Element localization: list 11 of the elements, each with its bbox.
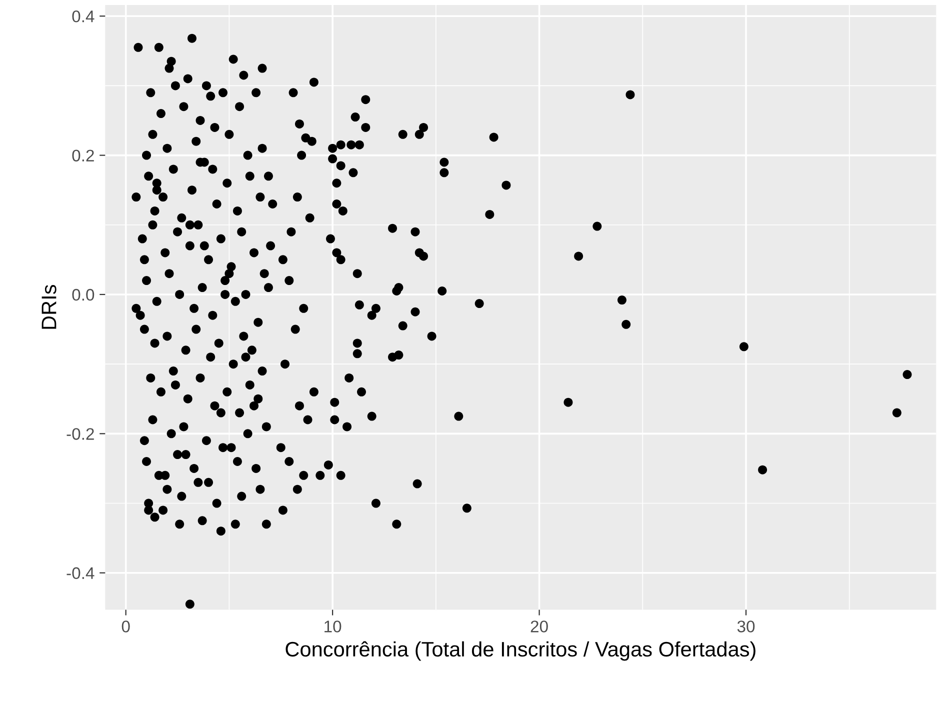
y-tick-label: -0.2 [66, 428, 94, 440]
x-tick-label: 30 [737, 620, 755, 632]
y-axis-title: DRIs [42, 284, 56, 329]
x-tick-label: 10 [324, 620, 342, 632]
y-tick-label: 0.4 [72, 10, 94, 22]
x-tick-label: 0 [122, 620, 130, 632]
y-tick-label: 0.2 [72, 150, 94, 162]
x-tick-label: 20 [530, 620, 548, 632]
y-tick-label: 0.0 [72, 288, 94, 301]
y-tick-label: -0.4 [66, 567, 94, 580]
x-axis-title: Concorrência (Total de Inscritos / Vagas Ofertadas) [286, 641, 756, 661]
